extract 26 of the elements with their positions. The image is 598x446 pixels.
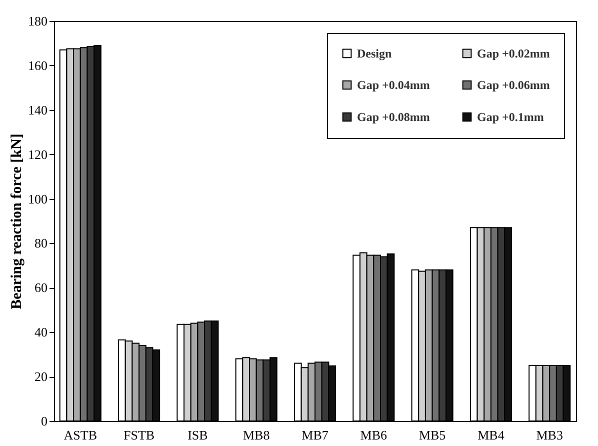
legend-label: Gap +0.1mm: [477, 110, 544, 124]
x-tick-label: MB3: [536, 428, 563, 442]
y-tick-label: 100: [28, 191, 48, 206]
y-tick-label: 40: [34, 324, 48, 340]
y-tick-label: 60: [34, 280, 48, 296]
y-tick-label: 20: [34, 369, 48, 384]
legend-label: Gap +0.04mm: [357, 78, 430, 92]
x-tick-label: MB5: [418, 428, 446, 442]
legend-label: Design: [357, 46, 392, 60]
y-tick-label: 160: [28, 58, 48, 73]
y-tick-label: 0: [41, 414, 48, 428]
x-tick-label: MB6: [360, 428, 388, 442]
x-tick-label: ISB: [188, 428, 208, 442]
x-tick-label: ASTB: [64, 428, 98, 442]
y-tick-label: 80: [34, 236, 48, 251]
legend-label: Gap +0.08mm: [357, 110, 430, 124]
x-tick-label: FSTB: [124, 428, 155, 442]
y-tick-label: 180: [28, 14, 48, 28]
y-tick-label: 140: [28, 102, 48, 118]
x-tick-label: MB4: [478, 428, 505, 442]
y-tick-label: 120: [28, 146, 48, 162]
x-tick-label: MB7: [302, 428, 329, 442]
legend-label: Gap +0.02mm: [477, 46, 550, 60]
legend-label: Gap +0.06mm: [477, 78, 550, 92]
x-tick-label: MB8: [242, 428, 270, 442]
y-axis-title: Bearing reaction force [kN]: [9, 134, 25, 310]
